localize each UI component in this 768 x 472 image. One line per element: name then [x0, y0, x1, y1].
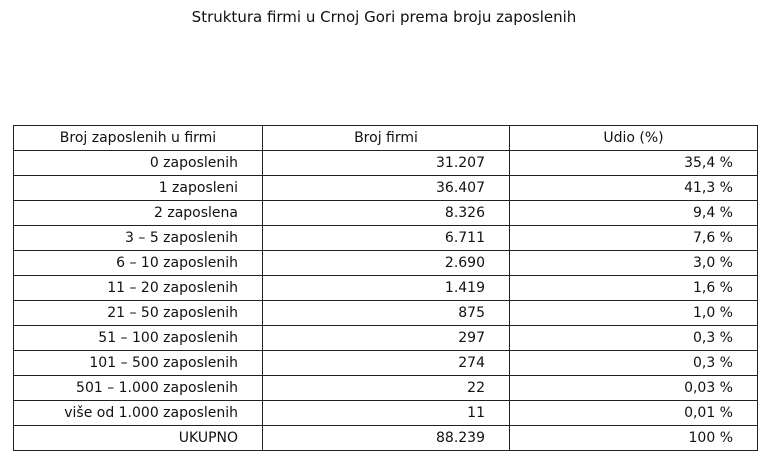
table-cell: 21 – 50 zaposlenih: [13, 300, 263, 326]
table-row: 21 – 50 zaposlenih 875 1,0 %: [13, 300, 758, 326]
table-cell: 7,6 %: [509, 225, 758, 251]
table-cell: 8.326: [262, 200, 510, 226]
table-cell: 274: [262, 350, 510, 376]
table-cell: 501 – 1.000 zaposlenih: [13, 375, 263, 401]
table-cell: 0 zaposlenih: [13, 150, 263, 176]
table-cell: 41,3 %: [509, 175, 758, 201]
column-header: Broj firmi: [262, 125, 510, 151]
column-header: Udio (%): [509, 125, 758, 151]
table-row: UKUPNO 88.239 100 %: [13, 425, 758, 451]
table-cell: 0,01 %: [509, 400, 758, 426]
table-row: više od 1.000 zaposlenih 11 0,01 %: [13, 400, 758, 426]
title: Struktura firmi u Crnoj Gori prema broju…: [191, 8, 577, 26]
table-cell: 0,3 %: [509, 350, 758, 376]
table-cell: 1,0 %: [509, 300, 758, 326]
table-body: 0 zaposlenih 31.207 35,4 % 1 zaposleni 36.40…: [13, 150, 758, 451]
table-row: 3 – 5 zaposlenih 6.711 7,6 %: [13, 225, 758, 251]
table-row: 101 – 500 zaposlenih 274 0,3 %: [13, 350, 758, 376]
column-header: Broj zaposlenih u firmi: [13, 125, 263, 151]
table-cell: 297: [262, 325, 510, 351]
table-cell: 22: [262, 375, 510, 401]
table-cell: 875: [262, 300, 510, 326]
table-cell: 1.419: [262, 275, 510, 301]
table-cell: 101 – 500 zaposlenih: [13, 350, 263, 376]
table-cell: 88.239: [262, 425, 510, 451]
table-cell: 11 – 20 zaposlenih: [13, 275, 263, 301]
table-cell: više od 1.000 zaposlenih: [13, 400, 263, 426]
table-cell: 6 – 10 zaposlenih: [13, 250, 263, 276]
table-row: 1 zaposleni 36.407 41,3 %: [13, 175, 758, 201]
table-cell: 6.711: [262, 225, 510, 251]
table-row: 2 zaposlena 8.326 9,4 %: [13, 200, 758, 226]
table-cell: 35,4 %: [509, 150, 758, 176]
table-row: 0 zaposlenih 31.207 35,4 %: [13, 150, 758, 176]
table-cell: 0,3 %: [509, 325, 758, 351]
table-cell: 31.207: [262, 150, 510, 176]
table-cell: 2.690: [262, 250, 510, 276]
table-cell: 9,4 %: [509, 200, 758, 226]
table-cell: 3,0 %: [509, 250, 758, 276]
table: Broj zaposlenih u firmi Broj firmi Udio (%…: [13, 125, 758, 451]
table-cell: UKUPNO: [13, 425, 263, 451]
table-row: 11 – 20 zaposlenih 1.419 1,6 %: [13, 275, 758, 301]
table-cell: 0,03 %: [509, 375, 758, 401]
table-row: 501 – 1.000 zaposlenih 22 0,03 %: [13, 375, 758, 401]
table-row: 6 – 10 zaposlenih 2.690 3,0 %: [13, 250, 758, 276]
table-cell: 36.407: [262, 175, 510, 201]
table-cell: 1,6 %: [509, 275, 758, 301]
table-cell: 3 – 5 zaposlenih: [13, 225, 263, 251]
table-cell: 2 zaposlena: [13, 200, 263, 226]
table-cell: 51 – 100 zaposlenih: [13, 325, 263, 351]
table-cell: 1 zaposleni: [13, 175, 263, 201]
table-cell: 100 %: [509, 425, 758, 451]
table-cell: 11: [262, 400, 510, 426]
header-row: Broj zaposlenih u firmi Broj firmi Udio (%…: [13, 125, 758, 151]
table-row: 51 – 100 zaposlenih 297 0,3 %: [13, 325, 758, 351]
